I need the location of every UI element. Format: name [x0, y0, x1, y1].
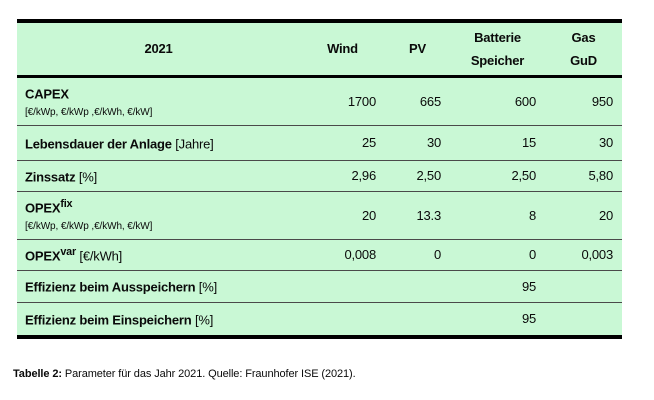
value-gas: 30	[545, 124, 622, 160]
value-wind	[300, 301, 385, 337]
value-batterie: 8	[450, 190, 545, 239]
parameters-table: 2021 Wind PV Batterie Speicher Gas GuD C…	[17, 19, 622, 339]
value-gas: 950	[591, 93, 613, 109]
value-batterie: 15	[450, 124, 545, 160]
row-label-suffix: [%]	[191, 312, 214, 328]
row-label-suffix: [%]	[195, 279, 217, 295]
row-zinssatz: Zinssatz [%] 2,96 2,50 2,50 5,80	[17, 159, 622, 191]
value-gas: 5,80	[545, 159, 622, 191]
header-batterie-line1: Batterie	[474, 29, 521, 45]
header-batterie-line2: Speicher	[470, 52, 525, 68]
row-lebensdauer: Lebensdauer der Anlage [Jahre] 25 30 15 …	[17, 124, 622, 160]
value-wind	[300, 269, 385, 302]
value-wind: 20	[300, 190, 385, 239]
row-label: OPEXfix [€/kWp, €/kWp ,€/kWh, €/kW]	[17, 190, 300, 239]
header-gas-line1: Gas	[571, 29, 596, 45]
table-header-row: 2021 Wind PV Batterie Speicher Gas GuD	[17, 21, 622, 78]
row-label-text: Effizienz beim Einspeichern	[25, 312, 192, 328]
value-pv: 665	[419, 93, 441, 109]
value-pv	[385, 269, 450, 302]
row-label-suffix: [Jahre]	[171, 136, 214, 152]
header-year: 2021	[17, 21, 300, 78]
value-pv: 0	[385, 238, 450, 270]
row-label-suffix: [%]	[75, 169, 98, 185]
table-caption-label: Tabelle 2:	[13, 368, 62, 380]
row-effizienz-einspeichern: Effizienz beim Einspeichern [%] 95	[17, 301, 622, 337]
value-batterie: 95	[450, 269, 545, 302]
value-pv: 13.3	[385, 190, 450, 239]
header-col-batterie-speicher: Batterie Speicher	[450, 21, 545, 78]
row-label: Zinssatz [%]	[17, 159, 300, 191]
value-gas: 0,003	[545, 238, 622, 270]
row-label-text: Effizienz beim Ausspeichern	[25, 279, 196, 295]
value-pv	[385, 301, 450, 337]
table-caption: Tabelle 2: Parameter für das Jahr 2021. …	[13, 368, 356, 380]
row-label: CAPEX [€/kWp, €/kWp ,€/kWh, €/kW]	[17, 76, 300, 125]
row-label-sup: fix	[60, 198, 73, 211]
value-batterie: 0	[450, 238, 545, 270]
row-label-text: OPEX	[25, 200, 61, 216]
value-wind: 2,96	[300, 159, 385, 191]
value-wind: 25	[300, 124, 385, 160]
row-label-text: Zinssatz	[25, 169, 76, 185]
value-batterie: 95	[450, 301, 545, 337]
value-gas	[545, 301, 622, 337]
row-label-text: OPEX	[25, 248, 61, 264]
row-label-text: Lebensdauer der Anlage	[25, 136, 172, 152]
value-batterie: 600	[514, 93, 536, 109]
row-label-text: CAPEX	[25, 86, 69, 102]
value-pv: 2,50	[385, 159, 450, 191]
row-capex: CAPEX [€/kWp, €/kWp ,€/kWh, €/kW] 1700 6…	[17, 76, 622, 125]
row-label-units: [€/kWp, €/kWp ,€/kWh, €/kW]	[25, 106, 153, 118]
header-gas-line2: GuD	[570, 52, 597, 68]
value-gas: 20	[545, 190, 622, 239]
row-label: Effizienz beim Einspeichern [%]	[17, 301, 300, 337]
value-batterie: 2,50	[450, 159, 545, 191]
row-label-units: [€/kWp, €/kWp ,€/kWh, €/kW]	[25, 220, 153, 232]
header-col-wind: Wind	[300, 21, 385, 78]
value-gas	[545, 269, 622, 302]
table-caption-text: Parameter für das Jahr 2021. Quelle: Fra…	[61, 368, 356, 380]
header-col-pv: PV	[385, 21, 450, 78]
row-label: Effizienz beim Ausspeichern [%]	[17, 269, 300, 302]
value-wind: 1700	[347, 93, 376, 109]
value-pv: 30	[385, 124, 450, 160]
header-col-gas-gud: Gas GuD	[545, 21, 622, 78]
row-effizienz-ausspeichern: Effizienz beim Ausspeichern [%] 95	[17, 269, 622, 302]
row-opex-var: OPEXvar [€/kWh] 0,008 0 0 0,003	[17, 238, 622, 270]
row-label-sup: var	[60, 245, 76, 258]
value-wind: 0,008	[300, 238, 385, 270]
row-label-suffix: [€/kWh]	[76, 248, 123, 264]
row-label: Lebensdauer der Anlage [Jahre]	[17, 124, 300, 160]
row-opex-fix: OPEXfix [€/kWp, €/kWp ,€/kWh, €/kW] 20 1…	[17, 190, 622, 239]
row-label: OPEXvar [€/kWh]	[17, 238, 300, 270]
